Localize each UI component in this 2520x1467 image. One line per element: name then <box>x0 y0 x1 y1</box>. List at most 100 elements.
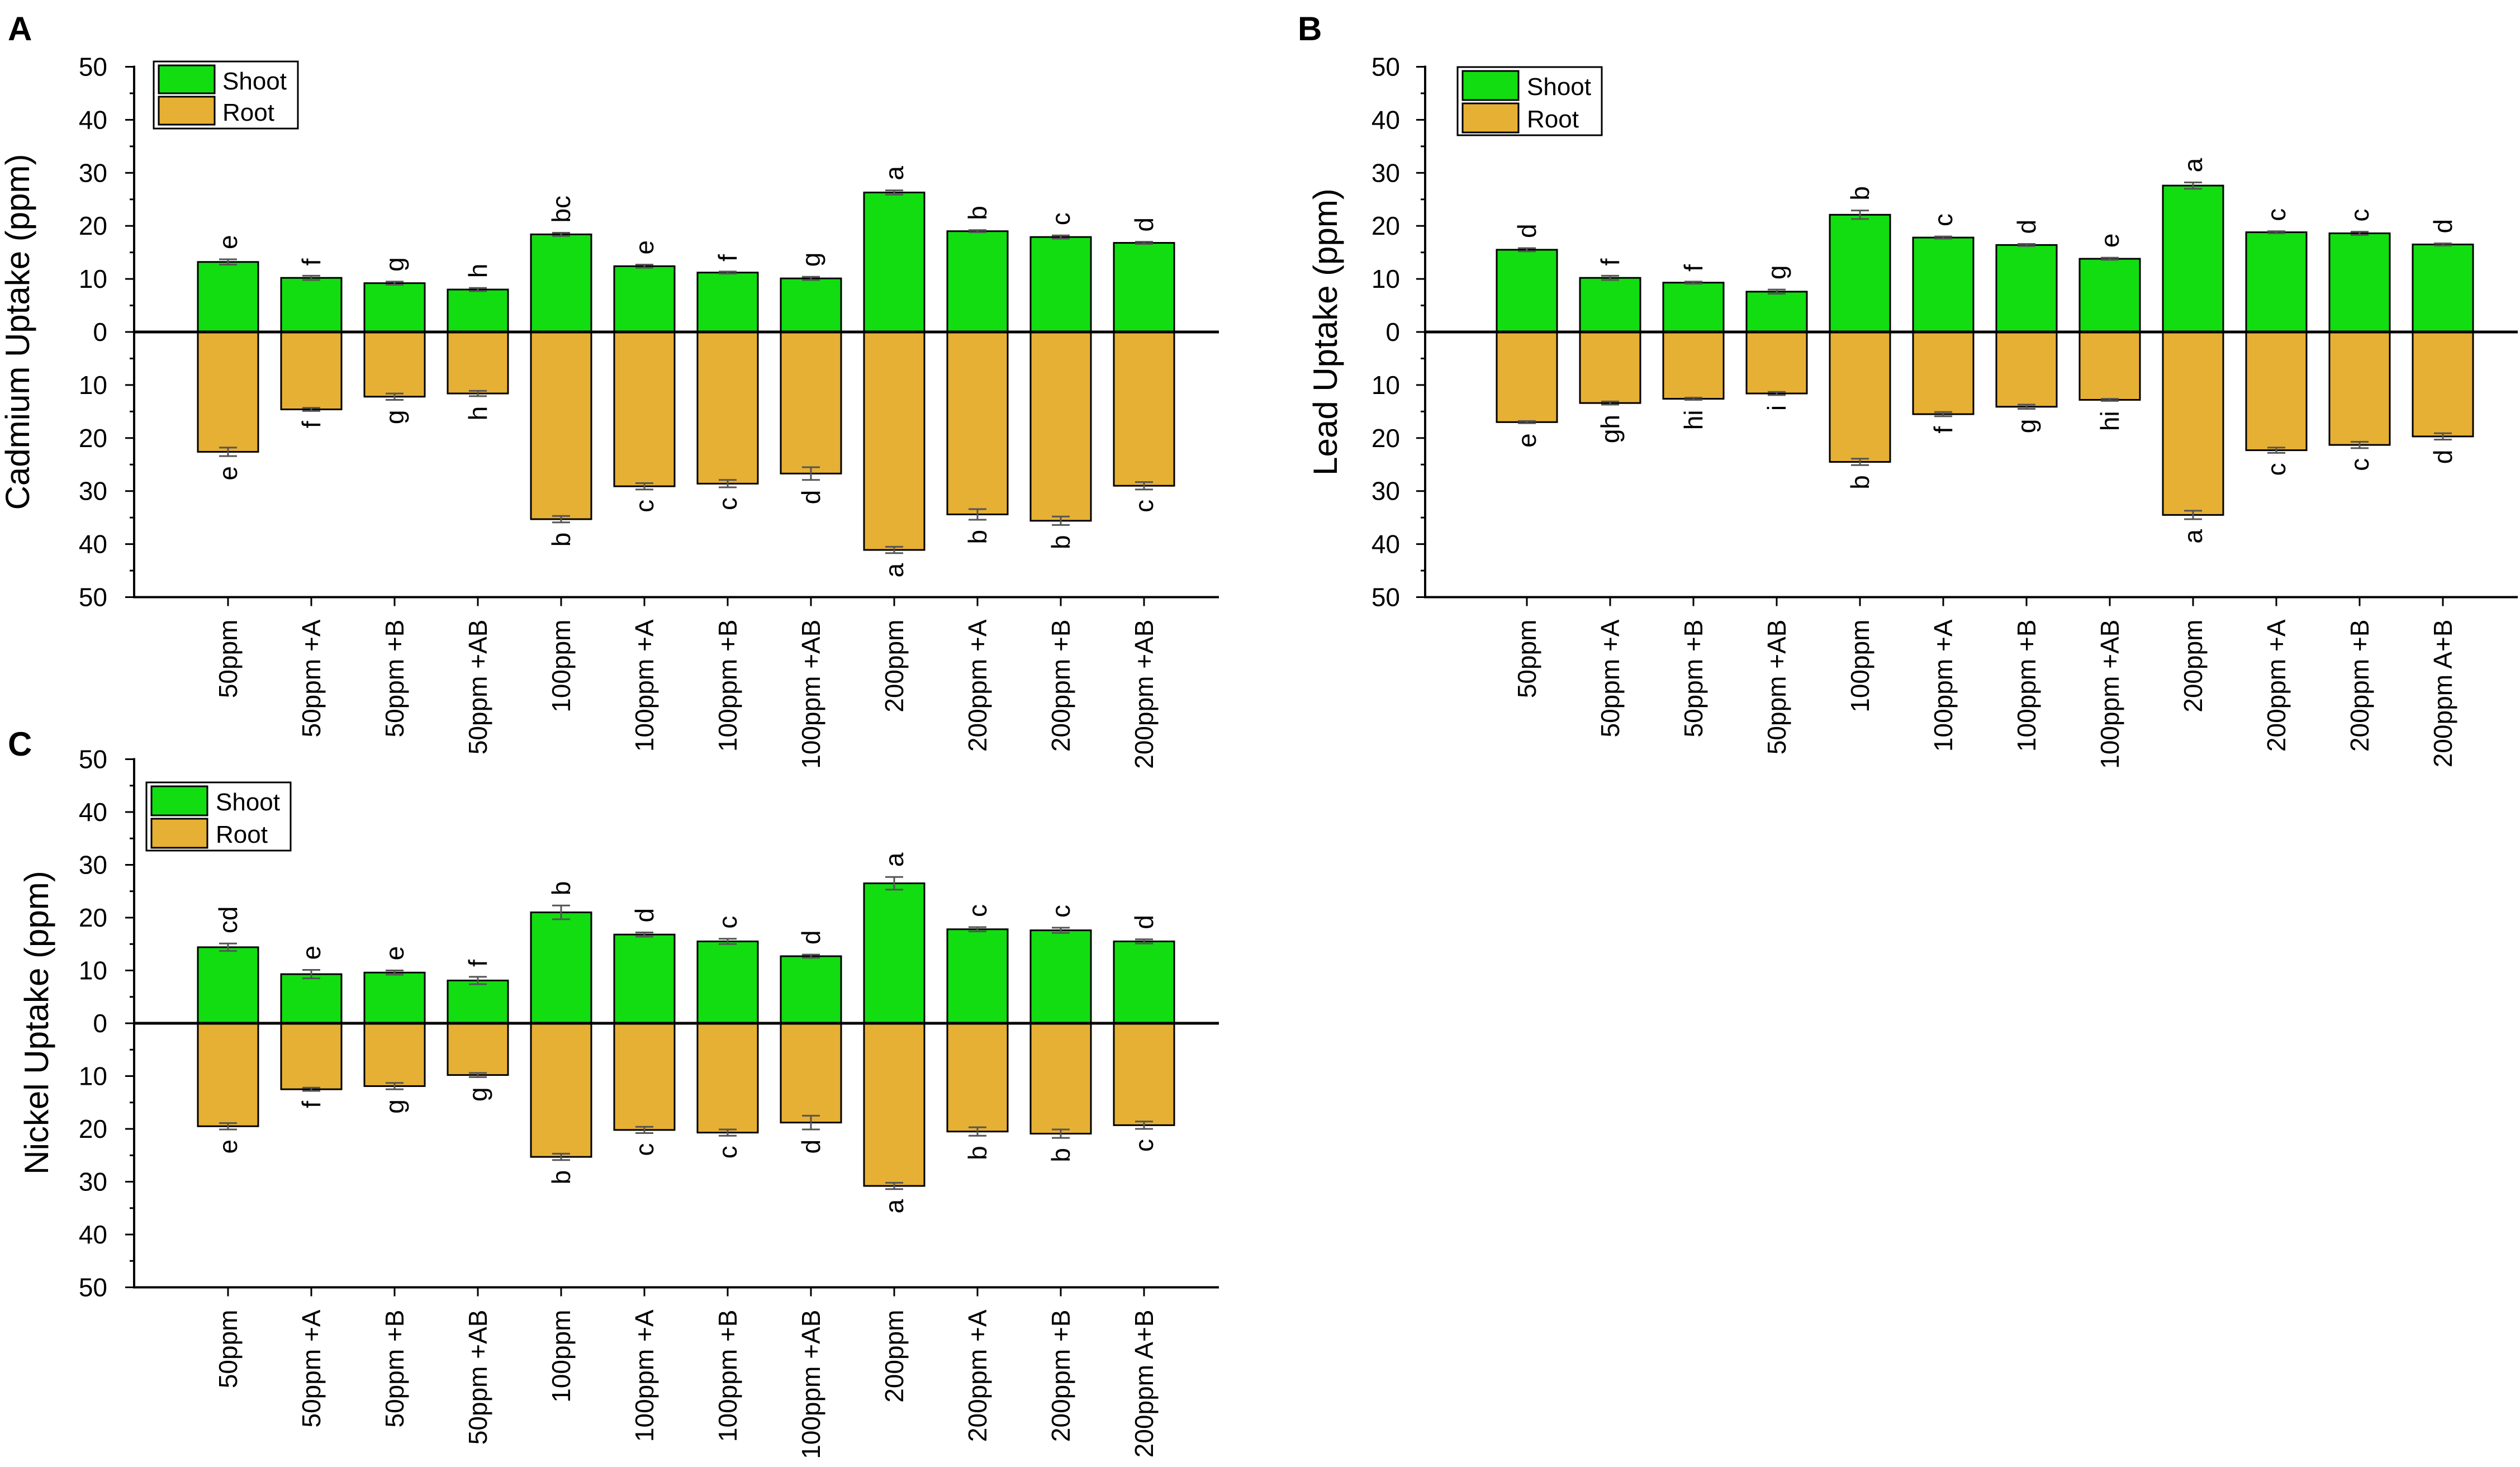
x-tick-label: 200ppm +A <box>963 619 992 752</box>
bar-shoot <box>696 272 759 333</box>
bar-root <box>1995 331 2058 408</box>
bar-shoot <box>1912 236 1975 333</box>
y-tick-label: 0 <box>1385 317 1400 346</box>
significance-letter-shoot: h <box>463 264 492 278</box>
bar-root <box>2078 331 2141 401</box>
y-tick-label: 40 <box>79 1220 107 1249</box>
error-bar <box>552 515 570 524</box>
error-bar <box>2184 510 2202 520</box>
bar-shoot <box>2078 258 2141 333</box>
significance-letter-root: e <box>1512 433 1541 448</box>
y-tick-label: 10 <box>1371 371 1400 400</box>
significance-letter-root: c <box>630 1143 659 1156</box>
error-bar <box>386 281 404 286</box>
panel-a-label: A <box>8 10 32 48</box>
bar-shoot <box>1745 291 1808 333</box>
bar-root <box>613 331 676 487</box>
y-tick-label: 30 <box>79 477 107 506</box>
bar-root <box>946 1022 1009 1133</box>
significance-letter-root: a <box>880 1199 909 1213</box>
x-tick-label: 50ppm +AB <box>463 1310 492 1445</box>
bar-root <box>2328 331 2391 446</box>
significance-letter-shoot: d <box>1512 224 1541 238</box>
significance-letter-shoot: c <box>2345 209 2374 222</box>
bar-root <box>696 1022 759 1134</box>
y-tick-label: 10 <box>79 264 107 293</box>
bar-shoot <box>530 233 592 333</box>
x-tick-label: 50ppm <box>213 1310 243 1389</box>
significance-letter-root: e <box>213 466 243 481</box>
significance-letter-root: b <box>1046 535 1075 549</box>
error-bar <box>969 1126 986 1137</box>
error-bar <box>1052 1128 1070 1139</box>
bar-shoot <box>1029 929 1092 1024</box>
legend-label-shoot: Shoot <box>222 68 287 95</box>
significance-letter-root: b <box>963 530 992 544</box>
significance-letter-shoot: f <box>1596 258 1625 265</box>
y-tick-label: 20 <box>1371 211 1400 240</box>
bar-shoot <box>530 911 592 1024</box>
significance-letter-root: c <box>713 497 742 510</box>
significance-letter-shoot: d <box>1130 217 1159 232</box>
y-tick-label: 50 <box>1371 583 1400 612</box>
error-bar <box>1601 274 1619 281</box>
error-bar <box>2351 440 2369 449</box>
significance-letter-shoot: g <box>1762 265 1791 279</box>
y-tick-label: 20 <box>79 424 107 453</box>
bar-root <box>1113 331 1175 487</box>
bar-root <box>946 331 1009 515</box>
error-bar <box>2434 243 2452 246</box>
significance-letter-shoot: d <box>630 908 659 923</box>
bar-shoot <box>946 230 1009 333</box>
error-bar <box>552 232 570 237</box>
error-bar <box>719 938 737 945</box>
x-tick-label: 100ppm +AB <box>2095 620 2124 769</box>
bar-root <box>447 1022 509 1076</box>
error-bar <box>885 545 903 554</box>
x-tick-label: 50ppm +B <box>380 620 409 738</box>
significance-letter-root: c <box>2262 463 2291 476</box>
bar-shoot <box>863 882 926 1024</box>
x-tick-label: 50ppm +A <box>297 619 326 737</box>
bar-shoot <box>1496 249 1558 333</box>
bar-shoot <box>863 191 926 333</box>
bar-root <box>613 1022 676 1131</box>
bar-shoot <box>2245 231 2308 333</box>
significance-letter-shoot: e <box>297 946 326 960</box>
error-bar <box>219 258 237 265</box>
significance-letter-shoot: e <box>213 235 243 249</box>
error-bar <box>635 931 653 938</box>
x-tick-label: 50ppm <box>1512 620 1541 699</box>
bar-root <box>780 1022 842 1124</box>
panel-a: A Cadmium Uptake (ppm) e e 50ppm f f 50ppm +A… <box>0 10 1219 769</box>
y-tick-label: 30 <box>79 1167 107 1197</box>
bar-shoot <box>946 928 1009 1024</box>
error-bar <box>1135 1121 1153 1130</box>
significance-letter-root: c <box>2345 458 2374 471</box>
bar-shoot <box>197 261 259 333</box>
significance-letter-shoot: d <box>796 930 825 945</box>
error-bar <box>1135 938 1153 944</box>
y-tick-label: 20 <box>79 903 107 932</box>
legend-swatch-shoot <box>158 64 216 94</box>
error-bar <box>1518 420 1536 424</box>
y-tick-label: 10 <box>79 956 107 985</box>
y-tick-label: 30 <box>1371 477 1400 506</box>
significance-letter-root: f <box>297 421 326 428</box>
error-bar <box>635 1126 653 1134</box>
bar-root <box>363 1022 426 1087</box>
significance-letter-shoot: g <box>380 257 409 272</box>
error-bar <box>969 229 986 234</box>
bar-root <box>1029 331 1092 522</box>
error-bar <box>969 926 986 933</box>
x-tick-label: 100ppm +B <box>713 1310 742 1442</box>
significance-letter-shoot: c <box>1929 213 1958 226</box>
bar-shoot <box>613 933 676 1024</box>
significance-letter-root: hi <box>1679 410 1708 430</box>
panel-c-y-axis-label: Nickel Uptake (ppm) <box>18 871 55 1175</box>
bar-shoot <box>1113 941 1175 1024</box>
error-bar <box>802 953 820 959</box>
